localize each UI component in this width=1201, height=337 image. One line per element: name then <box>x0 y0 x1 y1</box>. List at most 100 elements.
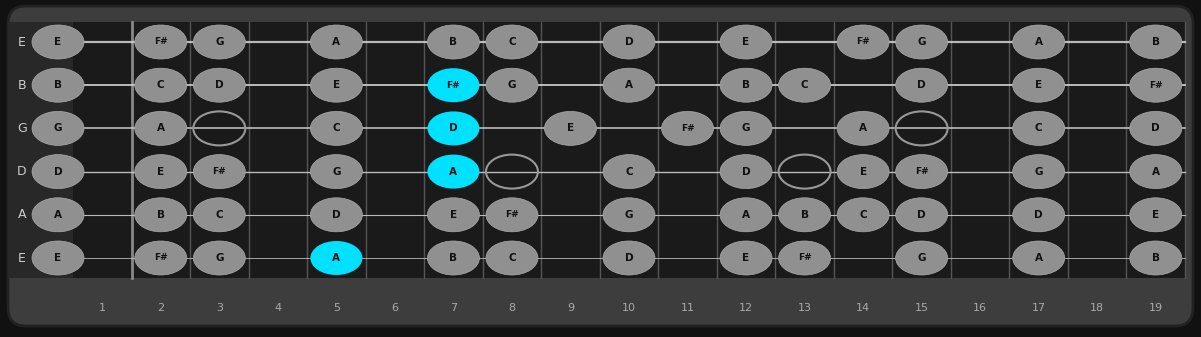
Text: 18: 18 <box>1091 303 1104 313</box>
Text: D: D <box>742 166 751 177</box>
Text: A: A <box>333 37 340 47</box>
Text: 4: 4 <box>274 303 281 313</box>
Text: D: D <box>215 80 223 90</box>
Ellipse shape <box>1012 112 1064 145</box>
Text: E: E <box>54 253 61 263</box>
Text: A: A <box>859 123 867 133</box>
Ellipse shape <box>486 241 538 275</box>
Ellipse shape <box>486 25 538 59</box>
Ellipse shape <box>135 25 187 59</box>
Text: G: G <box>918 37 926 47</box>
Ellipse shape <box>32 198 84 232</box>
Text: A: A <box>333 253 340 263</box>
Text: 17: 17 <box>1032 303 1046 313</box>
Ellipse shape <box>428 25 479 59</box>
Ellipse shape <box>32 25 84 59</box>
Text: D: D <box>918 80 926 90</box>
Text: G: G <box>215 37 223 47</box>
Text: B: B <box>742 80 751 90</box>
Text: 10: 10 <box>622 303 637 313</box>
Ellipse shape <box>193 68 245 102</box>
Ellipse shape <box>1012 241 1064 275</box>
Text: C: C <box>1035 123 1042 133</box>
Ellipse shape <box>310 68 363 102</box>
Ellipse shape <box>837 155 889 189</box>
Text: 15: 15 <box>915 303 928 313</box>
Ellipse shape <box>721 112 772 145</box>
Text: D: D <box>331 210 341 220</box>
Ellipse shape <box>603 241 655 275</box>
Text: G: G <box>17 122 26 135</box>
Text: G: G <box>508 80 516 90</box>
Text: C: C <box>626 166 633 177</box>
Ellipse shape <box>135 241 187 275</box>
Text: G: G <box>215 253 223 263</box>
Ellipse shape <box>1012 25 1064 59</box>
Text: C: C <box>157 80 165 90</box>
Text: E: E <box>742 37 749 47</box>
Ellipse shape <box>603 25 655 59</box>
Ellipse shape <box>603 155 655 189</box>
Text: G: G <box>742 123 751 133</box>
Text: 9: 9 <box>567 303 574 313</box>
Text: 2: 2 <box>157 303 165 313</box>
Text: C: C <box>859 210 867 220</box>
Text: C: C <box>508 253 515 263</box>
Text: 3: 3 <box>216 303 223 313</box>
Ellipse shape <box>310 241 363 275</box>
Ellipse shape <box>32 68 84 102</box>
Ellipse shape <box>778 68 831 102</box>
Text: A: A <box>742 210 751 220</box>
Ellipse shape <box>1130 25 1182 59</box>
Ellipse shape <box>135 68 187 102</box>
Text: C: C <box>801 80 808 90</box>
Text: B: B <box>449 253 458 263</box>
Ellipse shape <box>486 68 538 102</box>
Text: E: E <box>18 251 26 265</box>
Ellipse shape <box>1012 198 1064 232</box>
Ellipse shape <box>32 155 84 189</box>
Text: G: G <box>333 166 341 177</box>
Ellipse shape <box>1012 68 1064 102</box>
Text: E: E <box>157 166 165 177</box>
Ellipse shape <box>896 68 948 102</box>
Ellipse shape <box>428 112 479 145</box>
Text: F#: F# <box>797 253 812 263</box>
Text: A: A <box>18 208 26 221</box>
Text: D: D <box>54 166 62 177</box>
Ellipse shape <box>310 155 363 189</box>
Text: D: D <box>1034 210 1042 220</box>
Ellipse shape <box>896 25 948 59</box>
Text: G: G <box>54 123 62 133</box>
Ellipse shape <box>135 155 187 189</box>
Text: F#: F# <box>154 37 168 47</box>
Ellipse shape <box>778 241 831 275</box>
Ellipse shape <box>721 198 772 232</box>
Ellipse shape <box>721 155 772 189</box>
Ellipse shape <box>135 112 187 145</box>
Ellipse shape <box>1130 112 1182 145</box>
Text: 5: 5 <box>333 303 340 313</box>
Ellipse shape <box>428 241 479 275</box>
Text: D: D <box>918 210 926 220</box>
Text: D: D <box>449 123 458 133</box>
Text: E: E <box>567 123 574 133</box>
Text: F#: F# <box>447 81 460 90</box>
Text: B: B <box>1152 253 1160 263</box>
Ellipse shape <box>428 68 479 102</box>
Text: B: B <box>54 80 62 90</box>
Ellipse shape <box>310 112 363 145</box>
Text: D: D <box>625 37 633 47</box>
Ellipse shape <box>310 25 363 59</box>
Text: G: G <box>918 253 926 263</box>
Ellipse shape <box>896 155 948 189</box>
Text: F#: F# <box>154 253 168 263</box>
Text: 12: 12 <box>739 303 753 313</box>
Ellipse shape <box>721 68 772 102</box>
Text: F#: F# <box>681 124 694 133</box>
Text: F#: F# <box>213 167 226 176</box>
Text: C: C <box>215 210 223 220</box>
Ellipse shape <box>486 198 538 232</box>
Text: A: A <box>625 80 633 90</box>
Text: G: G <box>625 210 633 220</box>
